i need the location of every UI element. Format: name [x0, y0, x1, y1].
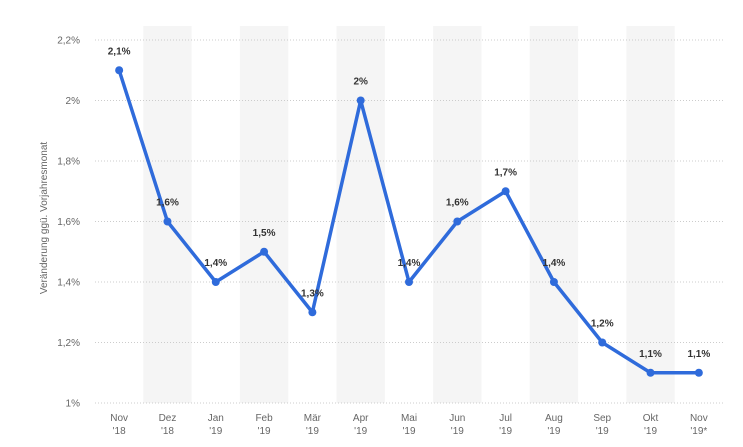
- column-band: [626, 26, 675, 403]
- y-axis-label: Veränderung ggü. Vorjahresmonat: [39, 142, 50, 295]
- x-tick-sublabel: '19: [596, 426, 609, 437]
- data-point: [501, 187, 510, 196]
- x-tick-label: Jun: [449, 413, 465, 424]
- column-band: [239, 26, 289, 403]
- data-point: [308, 308, 317, 317]
- data-point: [694, 368, 703, 377]
- x-tick-sublabel: '19: [547, 426, 560, 437]
- x-tick-sublabel: '19*: [690, 426, 707, 437]
- x-tick-label: Jan: [208, 413, 224, 424]
- x-tick-label: Mär: [304, 413, 322, 424]
- data-label: 1,4%: [543, 258, 566, 269]
- x-tick-label: Okt: [643, 413, 659, 424]
- x-tick-sublabel: '19: [499, 426, 512, 437]
- x-tick-label: Aug: [545, 413, 563, 424]
- y-axis-ticks: 1% 1,2% 1,4% 1,6% 1,8% 2% 2,2%: [57, 36, 80, 410]
- column-band: [143, 26, 192, 403]
- data-label: 1,6%: [156, 198, 179, 209]
- x-tick-sublabel: '19: [354, 426, 367, 437]
- data-label: 1,7%: [494, 167, 517, 178]
- data-label: 1,6%: [446, 198, 469, 209]
- x-axis-ticks: Nov '18 Dez '18 Jan '19 Feb '19 Mär '19 Apr '19 Mai '…: [110, 413, 707, 437]
- x-tick-label: Feb: [255, 413, 273, 424]
- x-tick-sublabel: '18: [113, 426, 126, 437]
- y-tick-label: 1,6%: [57, 217, 80, 228]
- y-tick-label: 2%: [66, 96, 81, 107]
- data-label: 1,4%: [204, 258, 227, 269]
- x-tick-sublabel: '18: [161, 426, 174, 437]
- x-tick-label: Dez: [159, 413, 177, 424]
- data-label: 2,1%: [108, 46, 131, 57]
- column-band: [433, 26, 482, 403]
- x-tick-sublabel: '19: [258, 426, 271, 437]
- data-point: [356, 96, 365, 105]
- data-label: 1,1%: [687, 349, 710, 360]
- y-tick-label: 1%: [66, 399, 81, 410]
- data-point: [163, 217, 172, 226]
- data-label: 1,5%: [253, 228, 276, 239]
- x-tick-sublabel: '19: [209, 426, 222, 437]
- x-tick-sublabel: '19: [644, 426, 657, 437]
- column-bands: [143, 26, 675, 403]
- x-tick-label: Jul: [499, 413, 512, 424]
- data-point: [211, 278, 220, 286]
- data-labels: 2,1% 1,6% 1,4% 1,5% 1,3% 2% 1,4% 1,6% 1,7% 1,4% 1,…: [108, 46, 711, 360]
- data-label: 2%: [353, 77, 368, 88]
- data-point: [453, 217, 462, 226]
- data-label: 1,3%: [301, 288, 324, 299]
- data-point: [549, 278, 558, 286]
- data-point: [646, 368, 655, 377]
- x-tick-sublabel: '19: [451, 426, 464, 437]
- data-label: 1,2%: [591, 319, 614, 330]
- data-label: 1,1%: [639, 349, 662, 360]
- y-tick-label: 1,4%: [57, 278, 80, 289]
- data-label: 1,4%: [398, 258, 421, 269]
- x-tick-label: Apr: [353, 413, 369, 424]
- y-tick-label: 2,2%: [57, 36, 80, 47]
- column-band: [336, 26, 385, 403]
- x-tick-sublabel: '19: [306, 426, 319, 437]
- x-tick-sublabel: '19: [402, 426, 415, 437]
- data-point: [260, 247, 269, 256]
- data-points: [115, 66, 703, 377]
- data-point: [115, 66, 124, 75]
- y-tick-label: 1,8%: [57, 157, 80, 168]
- y-tick-label: 1,2%: [57, 338, 80, 349]
- x-tick-label: Nov: [110, 413, 128, 424]
- x-tick-label: Nov: [690, 413, 708, 424]
- data-point: [598, 338, 607, 347]
- column-band: [529, 26, 579, 403]
- x-tick-label: Sep: [593, 413, 611, 424]
- data-point: [405, 278, 413, 286]
- x-tick-label: Mai: [401, 413, 417, 424]
